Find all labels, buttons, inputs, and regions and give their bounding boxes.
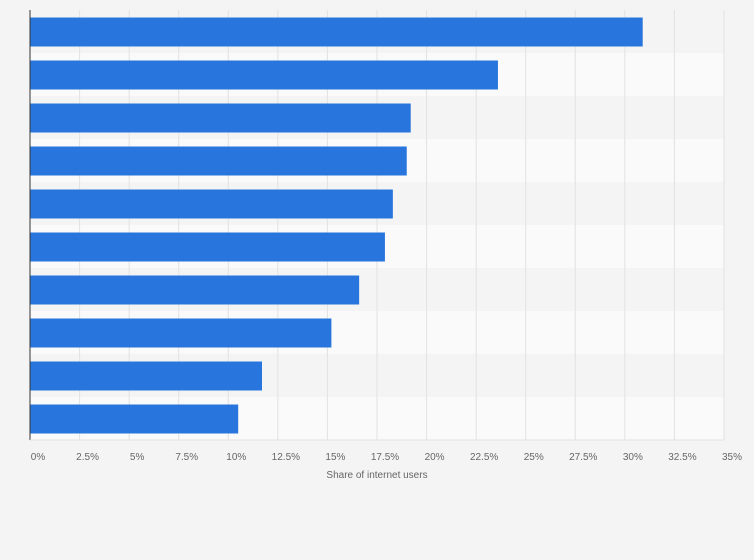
bar <box>30 361 262 391</box>
x-tick-label: 15% <box>325 452 345 463</box>
x-tick-label: 10% <box>226 452 246 463</box>
x-tick-label: 0% <box>31 452 46 463</box>
bar <box>30 146 407 176</box>
x-tick-label: 7.5% <box>175 452 198 463</box>
bars <box>30 17 643 434</box>
x-tick-label: 12.5% <box>272 452 300 463</box>
x-tick-label: 27.5% <box>569 452 597 463</box>
x-tick-labels: 0% 2.5% 5% 7.5% 10% 12.5% 15% 17.5% 20% 22.5% 25% 2… <box>31 452 742 463</box>
bar <box>30 17 643 47</box>
x-tick-label: 2.5% <box>76 452 99 463</box>
x-axis-title: Share of internet users <box>326 470 427 481</box>
bar <box>30 60 498 90</box>
x-tick-label: 17.5% <box>371 452 399 463</box>
x-tick-label: 5% <box>130 452 145 463</box>
bar <box>30 232 385 262</box>
x-tick-label: 35% <box>722 452 742 463</box>
bar <box>30 404 239 434</box>
x-tick-label: 30% <box>623 452 643 463</box>
bar <box>30 103 411 133</box>
x-tick-label: 32.5% <box>668 452 696 463</box>
x-tick-label: 20% <box>425 452 445 463</box>
x-tick-label: 25% <box>524 452 544 463</box>
bar <box>30 275 360 305</box>
axes <box>29 10 724 441</box>
x-tick-label: 22.5% <box>470 452 498 463</box>
bar <box>30 189 393 219</box>
bar <box>30 318 332 348</box>
